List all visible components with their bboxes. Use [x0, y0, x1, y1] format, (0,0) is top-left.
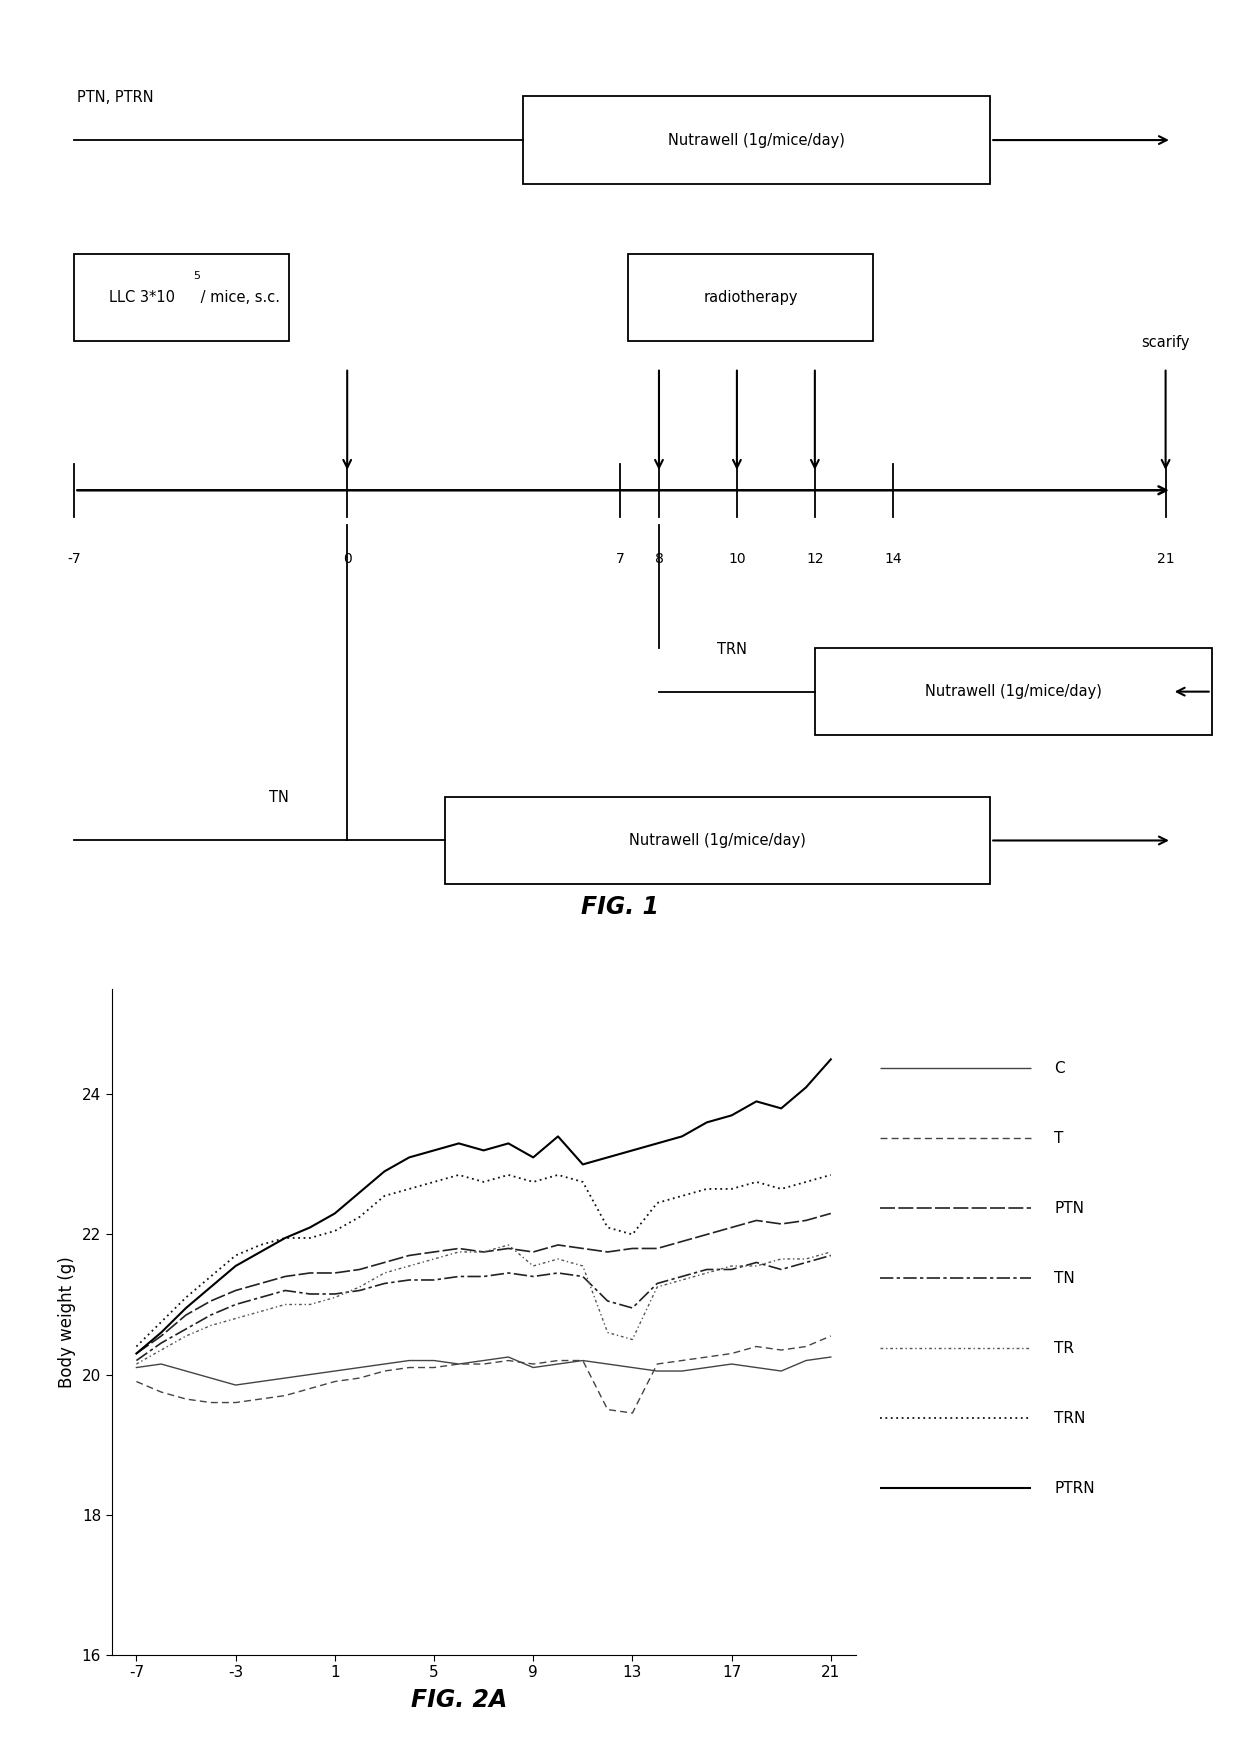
- Text: FIG. 2A: FIG. 2A: [410, 1688, 507, 1712]
- Text: -7: -7: [68, 552, 81, 566]
- Text: / mice, s.c.: / mice, s.c.: [196, 291, 280, 305]
- Text: TR: TR: [1054, 1341, 1075, 1355]
- Text: TRN: TRN: [1054, 1411, 1086, 1425]
- Y-axis label: Body weight (g): Body weight (g): [58, 1255, 76, 1389]
- Text: Nutrawell (1g/mice/day): Nutrawell (1g/mice/day): [629, 833, 806, 847]
- Text: C: C: [1054, 1061, 1065, 1075]
- Text: 7: 7: [615, 552, 625, 566]
- FancyBboxPatch shape: [815, 648, 1211, 735]
- FancyBboxPatch shape: [445, 797, 991, 884]
- Text: 0: 0: [342, 552, 352, 566]
- Text: PTN: PTN: [1054, 1201, 1085, 1215]
- Text: 10: 10: [728, 552, 745, 566]
- Text: PTRN: PTRN: [1054, 1481, 1095, 1495]
- Text: PTN, PTRN: PTN, PTRN: [77, 89, 154, 105]
- Text: T: T: [1054, 1131, 1064, 1145]
- Text: 8: 8: [655, 552, 663, 566]
- Text: Nutrawell (1g/mice/day): Nutrawell (1g/mice/day): [668, 133, 844, 147]
- FancyBboxPatch shape: [74, 254, 289, 341]
- Text: FIG. 1: FIG. 1: [582, 895, 658, 919]
- Text: 14: 14: [884, 552, 901, 566]
- Text: 5: 5: [193, 271, 200, 280]
- Text: TN: TN: [1054, 1271, 1075, 1285]
- Text: radiotherapy: radiotherapy: [703, 291, 797, 305]
- FancyBboxPatch shape: [627, 254, 873, 341]
- Text: scarify: scarify: [1141, 334, 1190, 350]
- Text: 12: 12: [806, 552, 823, 566]
- Text: LLC 3*10: LLC 3*10: [109, 291, 175, 305]
- Text: TRN: TRN: [718, 641, 748, 657]
- Text: 21: 21: [1157, 552, 1174, 566]
- Text: Nutrawell (1g/mice/day): Nutrawell (1g/mice/day): [925, 685, 1101, 699]
- FancyBboxPatch shape: [522, 96, 991, 184]
- Text: TN: TN: [269, 790, 289, 805]
